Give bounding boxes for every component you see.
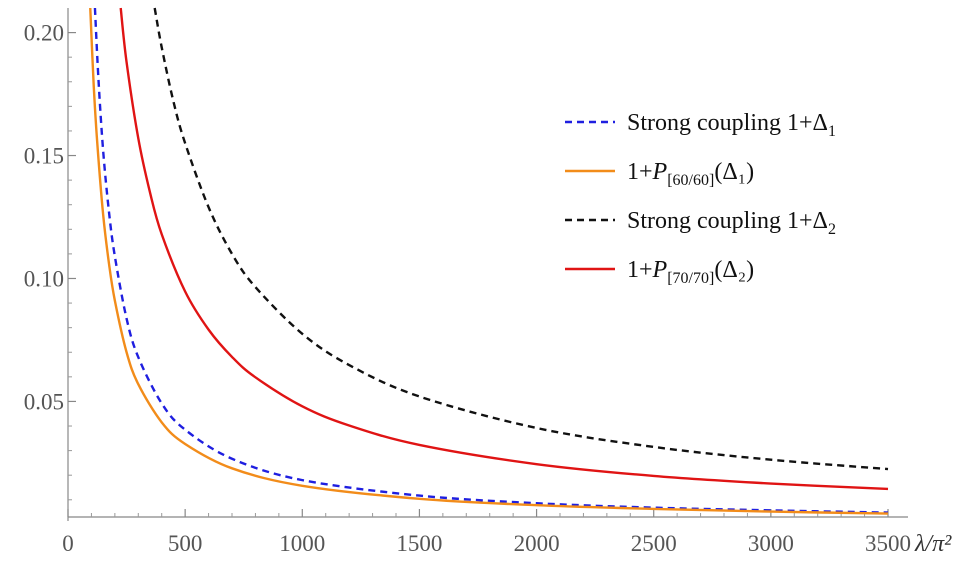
x-tick-label: 3000	[748, 531, 794, 556]
legend-label-2: 1+P[60/60](Δ₁)	[627, 159, 754, 189]
legend-label-4: 1+P[70/70](Δ₂)	[627, 257, 754, 287]
x-tick-label: 1000	[279, 531, 325, 556]
x-axis-label: λ/π²	[914, 531, 952, 557]
series-line-1	[93, 7, 889, 514]
x-tick-label: 3500	[865, 531, 911, 556]
series-curves	[89, 7, 889, 515]
y-tick-label: 0.05	[24, 389, 64, 414]
y-tick-label: 0.10	[24, 266, 64, 291]
y-tick-label: 0.15	[24, 144, 64, 169]
legend: Strong coupling 1+Δ1 1+P[60/60](Δ₁) Strong…	[565, 110, 836, 287]
x-tick-label: 2000	[514, 531, 560, 556]
x-tick-label: 1500	[396, 531, 442, 556]
legend-label-3: Strong coupling 1+Δ2	[627, 208, 836, 238]
x-tick-label: 0	[62, 531, 74, 556]
legend-label-1: Strong coupling 1+Δ1	[627, 110, 836, 140]
series-line-2	[89, 7, 889, 515]
series-line-4	[119, 7, 889, 491]
series-line-3	[153, 7, 889, 471]
y-tick-label: 0.20	[24, 21, 64, 46]
x-tick-label: 2500	[631, 531, 677, 556]
axes: 0 500 1000 1500 2000 2500 3000 3500 0.05 0.10 0.15…	[24, 8, 911, 556]
x-tick-label: 500	[168, 531, 203, 556]
